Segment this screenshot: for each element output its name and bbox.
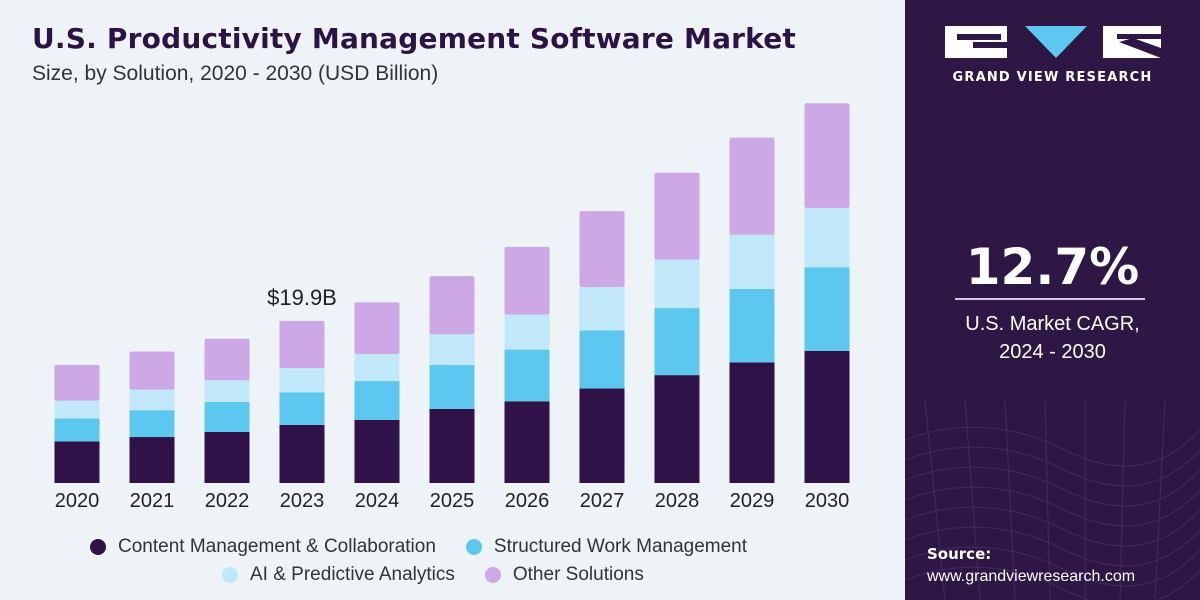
bar-2020-content-management-collaboration <box>54 441 100 483</box>
bar-2023-ai-predictive-analytics <box>279 368 325 393</box>
x-tick-label-2030: 2030 <box>805 490 850 512</box>
source-label: Source: <box>927 545 992 563</box>
legend-swatch-ai-analytics <box>222 567 238 583</box>
bar-2030-other-solutions <box>804 103 850 208</box>
bar-2029-other-solutions <box>729 137 775 235</box>
bar-2020-structured-work-management <box>54 418 100 442</box>
legend-row-2: AI & Predictive Analytics Other Solution… <box>222 564 674 586</box>
legend-item-ai-analytics: AI & Predictive Analytics <box>222 564 455 586</box>
x-tick-label-2028: 2028 <box>655 490 700 512</box>
bar-2024-ai-predictive-analytics <box>354 354 400 381</box>
cagr-label-line-1: U.S. Market CAGR, <box>965 313 1140 335</box>
x-tick-label-2023: 2023 <box>280 490 325 512</box>
stacked-bar-chart: 2020 2021 2022 2023 $19.9B 2024 2025 2026 2027 20… <box>54 103 850 512</box>
x-tick-label-2024: 2024 <box>355 490 400 512</box>
legend-row-1: Content Management & Collaboration Struc… <box>90 536 777 558</box>
cagr-label: U.S. Market CAGR, 2024 - 2030 <box>905 310 1200 366</box>
legend-item-other-solutions: Other Solutions <box>484 564 644 586</box>
bar-2030-structured-work-management <box>804 267 850 351</box>
bar-2026-content-management-collaboration <box>504 401 550 483</box>
legend-swatch-structured-work <box>465 539 482 555</box>
legend-swatch-content-management <box>90 539 106 555</box>
bar-2027-content-management-collaboration <box>579 388 625 483</box>
legend-label-other-solutions: Other Solutions <box>512 564 644 585</box>
chart-area: U.S. Productivity Management Software Ma… <box>32 22 850 586</box>
bar-2021-content-management-collaboration <box>129 437 175 483</box>
bar-2021-structured-work-management <box>129 410 175 438</box>
sidebar-panel: GRAND VIEW RESEARCH 12.7% U.S. Market CA… <box>905 0 1200 600</box>
x-tick-label-2026: 2026 <box>505 490 550 512</box>
x-tick-label-2020: 2020 <box>55 490 100 512</box>
bar-2028-content-management-collaboration <box>654 375 700 483</box>
bar-2023-other-solutions <box>279 320 325 369</box>
bar-2024-content-management-collaboration <box>354 419 400 483</box>
legend-label-ai-analytics: AI & Predictive Analytics <box>250 564 455 585</box>
bar-2027-other-solutions <box>579 211 625 288</box>
chart-subtitle: Size, by Solution, 2020 - 2030 (USD Bill… <box>32 62 439 85</box>
x-tick-label-2027: 2027 <box>580 490 625 512</box>
legend-label-structured-work: Structured Work Management <box>493 536 748 557</box>
bar-2026-other-solutions <box>504 246 550 315</box>
legend-item-content-management: Content Management & Collaboration <box>90 536 436 558</box>
bar-2026-ai-predictive-analytics <box>504 314 550 350</box>
bar-2025-other-solutions <box>429 276 475 335</box>
cagr-divider <box>955 298 1145 300</box>
bar-2028-other-solutions <box>654 172 700 260</box>
bar-2024-other-solutions <box>354 302 400 355</box>
bar-2022-structured-work-management <box>204 401 250 432</box>
bar-2030-ai-predictive-analytics <box>804 207 850 268</box>
cagr-value: 12.7% <box>965 238 1140 296</box>
bar-2022-ai-predictive-analytics <box>204 380 250 402</box>
x-tick-label-2029: 2029 <box>730 490 775 512</box>
gvr-logo-icon <box>945 26 1161 58</box>
bar-2027-structured-work-management <box>579 330 625 389</box>
bar-2029-content-management-collaboration <box>729 362 775 483</box>
bar-2021-other-solutions <box>129 351 175 390</box>
chart-title: U.S. Productivity Management Software Ma… <box>32 22 797 55</box>
bar-2022-other-solutions <box>204 338 250 381</box>
data-label-2023: $19.9B <box>267 285 337 310</box>
cagr-label-line-2: 2024 - 2030 <box>999 341 1106 363</box>
bar-2027-ai-predictive-analytics <box>579 287 625 331</box>
legend-label-content-management: Content Management & Collaboration <box>118 536 436 557</box>
bar-2024-structured-work-management <box>354 380 400 420</box>
bar-2020-ai-predictive-analytics <box>54 400 100 419</box>
x-tick-label-2021: 2021 <box>130 490 175 512</box>
brand-name: GRAND VIEW RESEARCH <box>952 70 1153 85</box>
bar-2026-structured-work-management <box>504 349 550 402</box>
legend-swatch-other-solutions <box>484 567 501 583</box>
bar-2020-other-solutions <box>54 364 100 401</box>
bar-2028-ai-predictive-analytics <box>654 259 700 309</box>
x-tick-label-2022: 2022 <box>205 490 250 512</box>
bar-2025-structured-work-management <box>429 364 475 409</box>
bar-2021-ai-predictive-analytics <box>129 389 175 411</box>
bar-2029-structured-work-management <box>729 288 775 363</box>
bar-2023-structured-work-management <box>279 392 325 425</box>
wave-grid-decoration <box>905 400 1200 600</box>
bar-2025-ai-predictive-analytics <box>429 334 475 365</box>
bar-2029-ai-predictive-analytics <box>729 234 775 289</box>
x-tick-label-2025: 2025 <box>430 490 475 512</box>
bar-2030-content-management-collaboration <box>804 350 850 483</box>
bar-2025-content-management-collaboration <box>429 408 475 483</box>
bar-2028-structured-work-management <box>654 308 700 376</box>
bar-2023-content-management-collaboration <box>279 424 325 483</box>
bar-2022-content-management-collaboration <box>204 431 250 483</box>
source-url[interactable]: www.grandviewresearch.com <box>927 568 1136 585</box>
legend-item-structured-work: Structured Work Management <box>465 536 748 558</box>
